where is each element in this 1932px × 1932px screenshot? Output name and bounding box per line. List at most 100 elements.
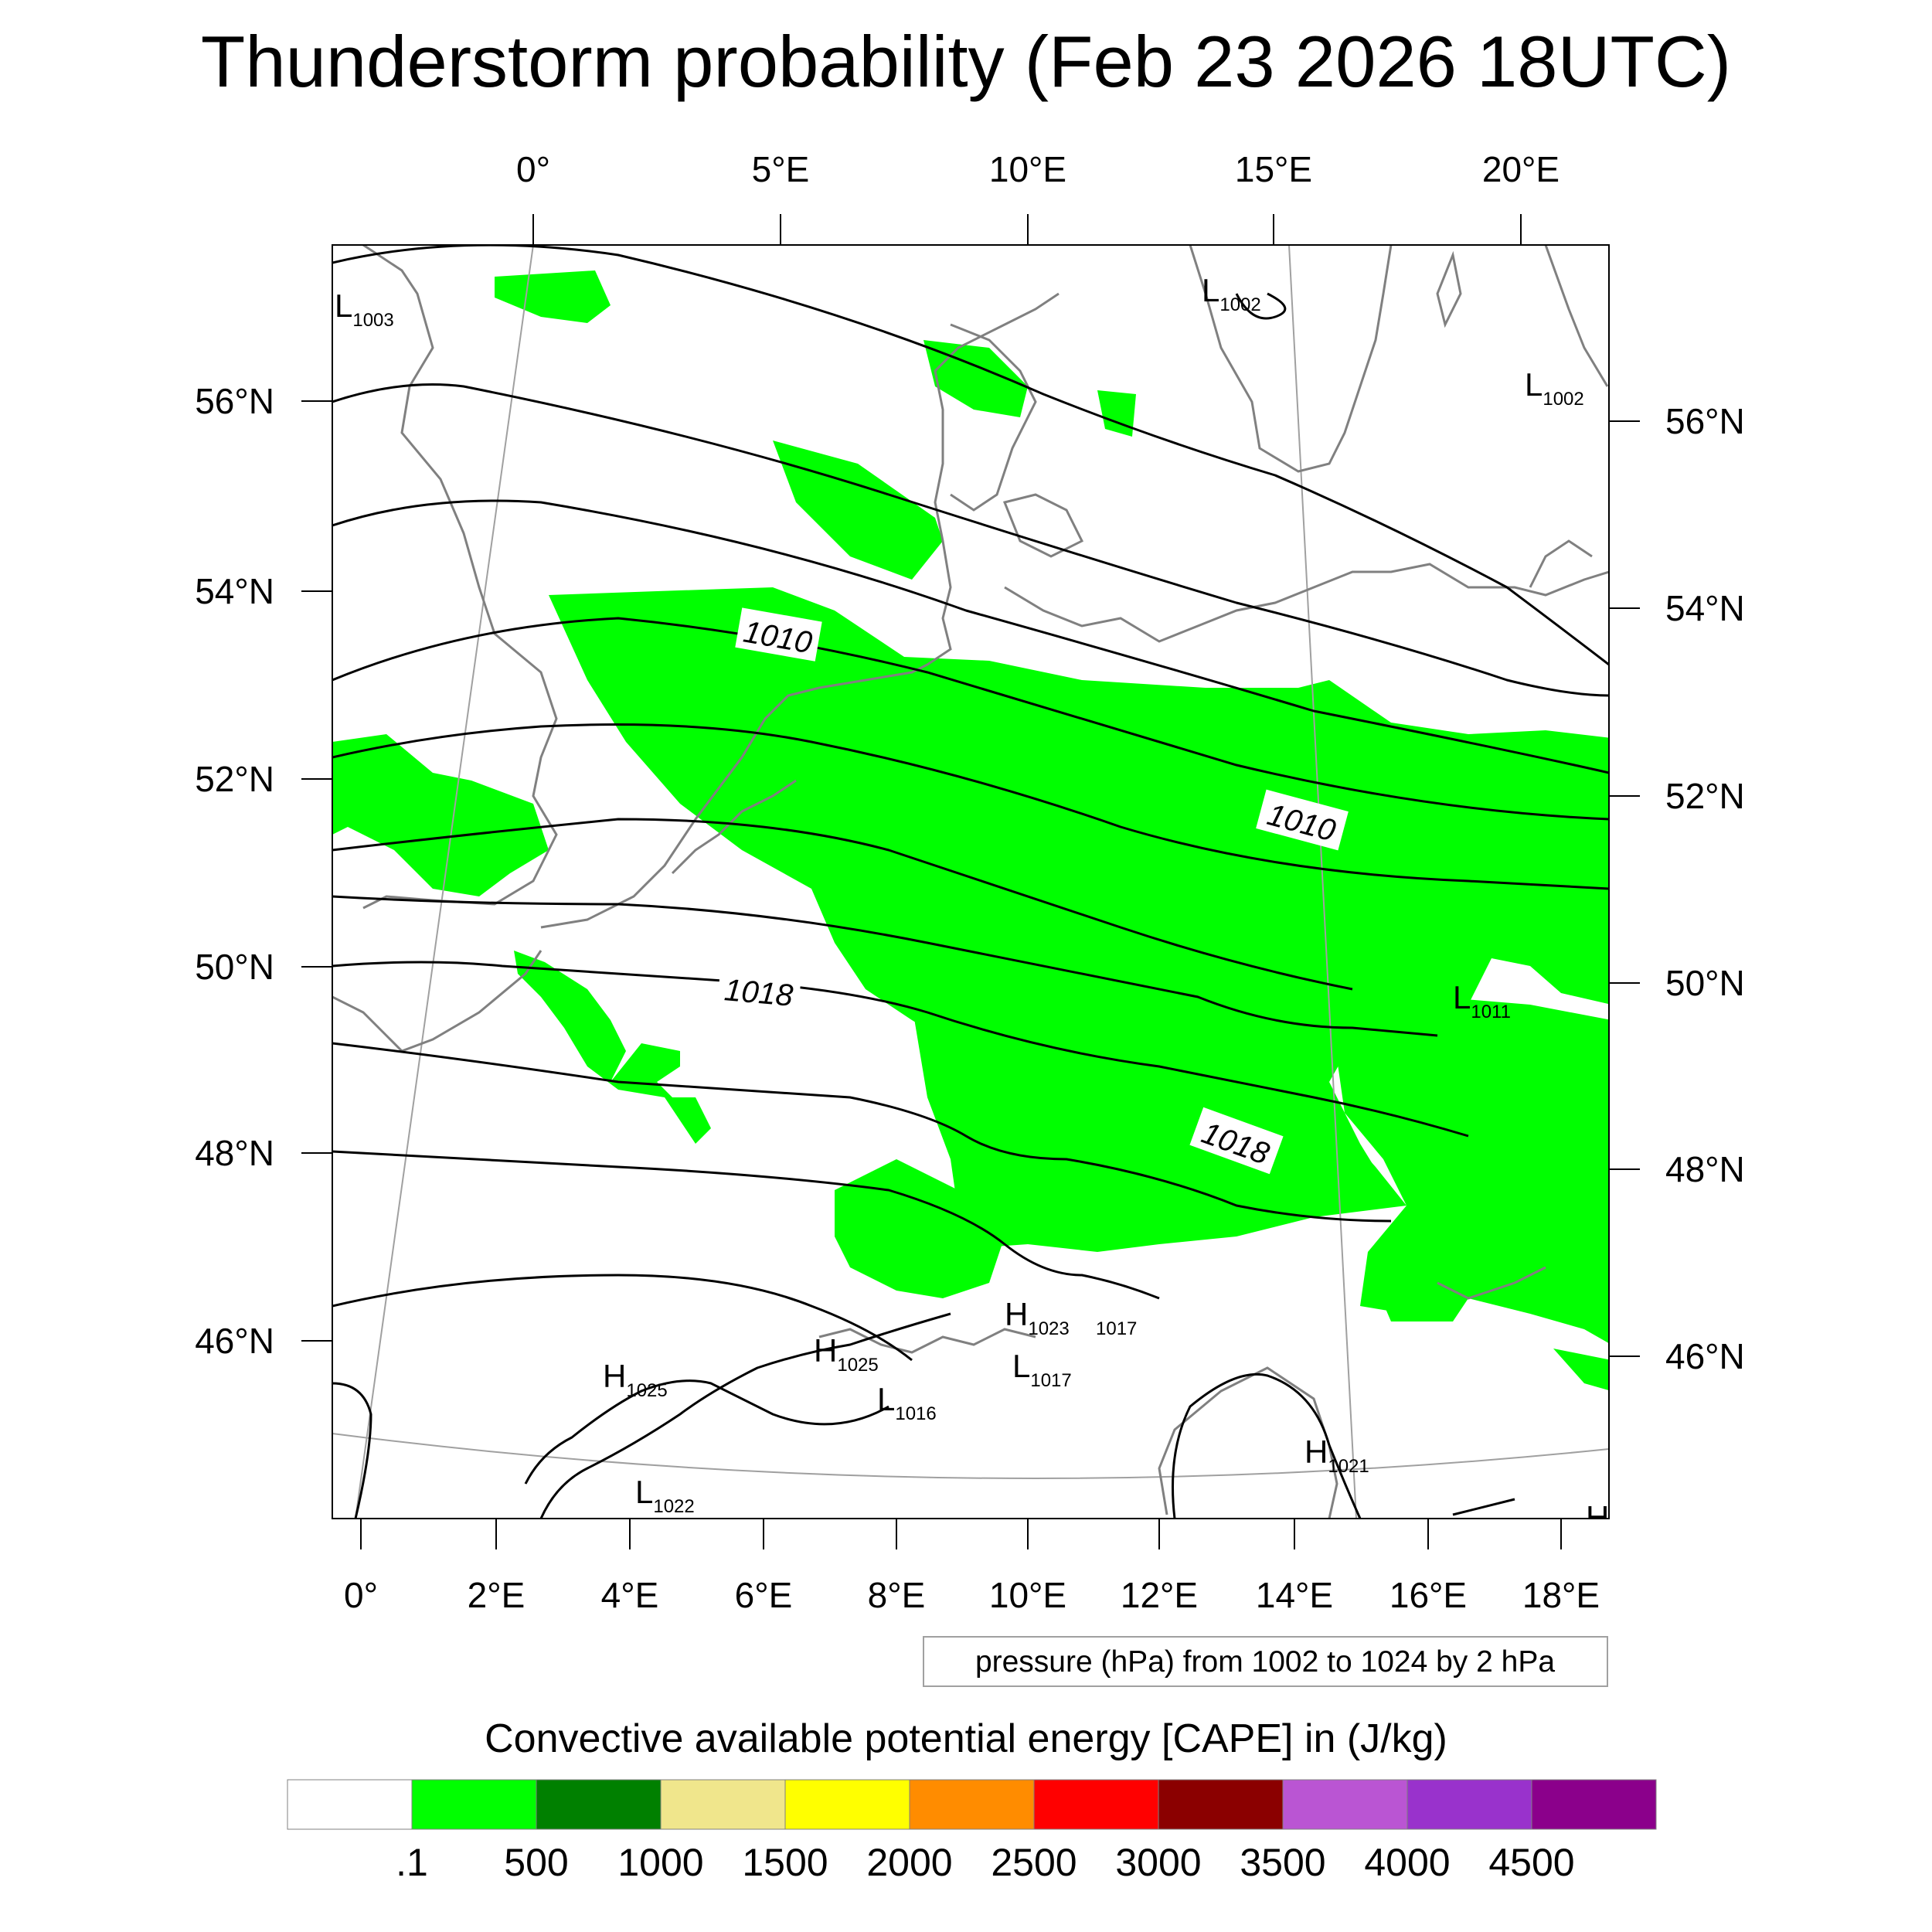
isobars (332, 245, 1609, 1519)
gotland (1436, 250, 1462, 328)
alps-lakes (818, 1328, 1036, 1354)
isobar-1018 (332, 961, 1469, 1138)
left-lat-label: 56°N (195, 381, 274, 421)
adriatic-coast (1158, 1366, 1338, 1519)
continent-coast (540, 292, 1060, 929)
right-lat-label: 46°N (1665, 1336, 1745, 1376)
danish-islands (1002, 493, 1084, 558)
pressure-center: L1011 (1453, 979, 1511, 1022)
colorbar-title: Convective available potential energy [C… (485, 1716, 1447, 1761)
left-lat-label: 46°N (195, 1321, 274, 1361)
colorbar-label: 3500 (1240, 1841, 1325, 1884)
pressure-center: L1002 (1525, 366, 1584, 410)
right-lat-label: 54°N (1665, 588, 1745, 628)
cape-region-alps-north (835, 1159, 1005, 1298)
colorbar-swatch (660, 1779, 786, 1830)
left-lat-label: 48°N (195, 1133, 274, 1173)
pressure-center: H1025 (603, 1358, 668, 1401)
south-ne-coast (1437, 1266, 1546, 1300)
pressure-center: H1021 (1304, 1434, 1369, 1477)
cape-region-wadden (773, 440, 943, 580)
colorbar-swatch (784, 1779, 910, 1830)
top-lon-label: 20°E (1482, 149, 1560, 189)
colorbar-label: 2500 (991, 1841, 1077, 1884)
pressure-center: 1017 (1096, 1318, 1137, 1339)
baltic-coast (1004, 563, 1609, 643)
isobar-1010b (332, 617, 1609, 821)
bottom-lon-label: 18°E (1522, 1575, 1600, 1615)
top-lon-label: 0° (516, 149, 550, 189)
right-lat-label: 52°N (1665, 776, 1745, 816)
pressure-note-box (923, 1636, 1608, 1687)
axis-ticks (301, 214, 1640, 1549)
pressure-center: L1022 (635, 1474, 695, 1517)
right-lat-label: 50°N (1665, 963, 1745, 1003)
uk-east-coast (362, 245, 558, 910)
colorbar-swatch (1158, 1779, 1284, 1830)
cape-region-england (332, 734, 549, 896)
right-lat-label: 48°N (1665, 1149, 1745, 1189)
bottom-lon-label: 10°E (989, 1575, 1066, 1615)
isobar-1010 (332, 499, 1609, 774)
cape-region-central-europe (912, 981, 1406, 1252)
colorbar-swatch (411, 1779, 537, 1830)
left-lat-label: 52°N (195, 759, 274, 799)
uk-south-coast (332, 950, 543, 1053)
cape-region-east-lower (1368, 1252, 1484, 1321)
colorbar-label: 2000 (866, 1841, 952, 1884)
colorbar-swatch (1033, 1779, 1159, 1830)
right-lat-label: 56°N (1665, 401, 1745, 441)
bottom-lon-label: 14°E (1256, 1575, 1333, 1615)
pressure-center: H1023 (1005, 1296, 1070, 1339)
colorbar-label: 1000 (617, 1841, 703, 1884)
left-lat-label: 54°N (195, 571, 274, 611)
cape-region-denmark-west (923, 340, 1028, 417)
pressure-center: L1017 (1012, 1348, 1072, 1391)
graticule (332, 245, 1609, 1519)
baltic-east (1529, 539, 1593, 588)
colorbar-label: 3000 (1115, 1841, 1201, 1884)
sweden-coast (1189, 245, 1393, 473)
contour-label: 1018 (723, 973, 794, 1013)
pressure-center: L1003 (335, 287, 394, 331)
plot-area: 1010 1010 1018 1018 L1003 L1002 L1002 L1… (332, 245, 1609, 1536)
bottom-lon-label: 6°E (735, 1575, 793, 1615)
bottom-lon-label: 8°E (868, 1575, 926, 1615)
bottom-lon-label: 0° (344, 1575, 378, 1615)
top-lon-label: 15°E (1235, 149, 1312, 189)
cape-region-east (1329, 997, 1609, 1344)
pressure-center: L1016 (877, 1381, 937, 1424)
map-title: Thunderstorm probability (Feb 23 2026 18… (201, 21, 1731, 102)
isobar-1018b (332, 1150, 1160, 1300)
colorbar-swatch (909, 1779, 1035, 1830)
plot-frame (332, 244, 1610, 1519)
jutland (950, 323, 1037, 512)
colorbar: .1 500 1000 1500 2000 2500 3000 3500 4000 4500 (287, 1779, 1657, 1884)
colorbar-swatch (536, 1779, 662, 1830)
colorbar-label: 500 (504, 1841, 568, 1884)
top-lon-label: 5°E (752, 149, 810, 189)
pressure-center: H (1586, 1499, 1609, 1536)
coastlines (332, 245, 1609, 1519)
colorbar-label: 4500 (1488, 1841, 1574, 1884)
colorbar-swatch (1282, 1779, 1408, 1830)
cape-region-north-sea (495, 270, 611, 323)
bottom-lon-label: 12°E (1121, 1575, 1198, 1615)
bottom-lon-label: 16°E (1389, 1575, 1467, 1615)
colorbar-label: .1 (396, 1841, 428, 1884)
pressure-note: pressure (hPa) from 1002 to 1024 by 2 hP… (975, 1645, 1555, 1679)
colorbar-swatch (287, 1779, 413, 1830)
pressure-centers: L1003 L1002 L1002 L1011 H1023 1017 H1025… (335, 272, 1609, 1536)
cape-region-channel (514, 951, 711, 1144)
cape-region-south-east (1553, 1349, 1609, 1391)
pressure-center: L1002 (1202, 272, 1261, 315)
bottom-lon-label: 4°E (601, 1575, 659, 1615)
gulf-finland (1544, 245, 1609, 387)
colorbar-label: 4000 (1364, 1841, 1450, 1884)
axis-labels: 0° 5°E 10°E 15°E 20°E 0° 2°E 4°E 6°E 8°E… (195, 149, 1745, 1615)
left-lat-label: 50°N (195, 947, 274, 987)
colorbar-label: 1500 (742, 1841, 828, 1884)
colorbar-swatch (1531, 1779, 1657, 1830)
colorbar-swatch (1406, 1779, 1532, 1830)
